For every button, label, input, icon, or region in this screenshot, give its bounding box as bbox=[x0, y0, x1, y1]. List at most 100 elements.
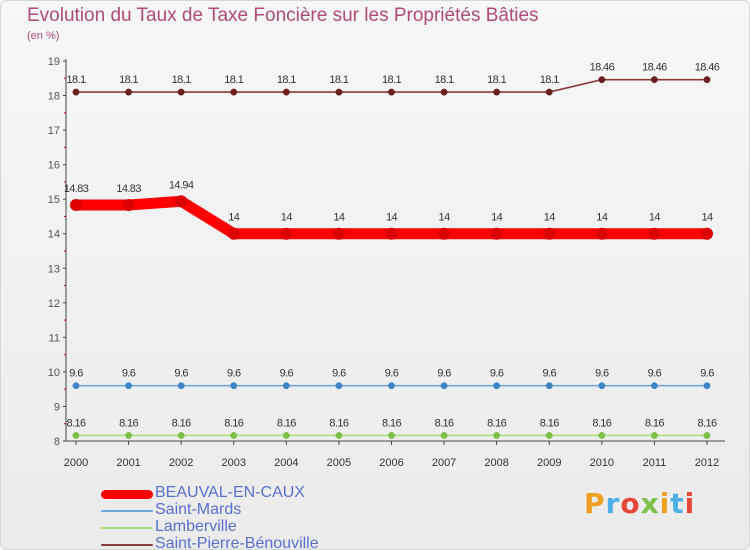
data-point bbox=[177, 382, 185, 390]
data-point bbox=[227, 227, 240, 240]
x-tick-label: 2003 bbox=[222, 457, 246, 469]
y-tick-label: 18 bbox=[48, 91, 60, 103]
data-point bbox=[545, 382, 553, 390]
data-point bbox=[440, 382, 448, 390]
data-point bbox=[703, 382, 711, 390]
data-label: 14 bbox=[544, 212, 556, 224]
y-tick-label: 12 bbox=[48, 298, 60, 310]
data-point bbox=[545, 88, 553, 96]
data-label: 14 bbox=[386, 212, 398, 224]
data-label: 18.46 bbox=[590, 62, 615, 74]
logo-letter: i bbox=[659, 487, 671, 520]
data-label: 18.1 bbox=[540, 74, 559, 86]
data-label: 14 bbox=[701, 212, 713, 224]
data-point bbox=[230, 432, 238, 439]
y-tick-label: 16 bbox=[48, 160, 60, 172]
data-point bbox=[440, 432, 448, 439]
data-point bbox=[545, 432, 553, 439]
x-tick-label: 2001 bbox=[116, 457, 140, 469]
data-label: 18.1 bbox=[487, 74, 506, 86]
legend-swatch bbox=[101, 490, 153, 499]
data-label: 14.83 bbox=[64, 183, 89, 195]
data-point bbox=[70, 199, 82, 212]
data-label: 8.16 bbox=[119, 417, 138, 429]
data-label: 8.16 bbox=[66, 417, 85, 429]
data-label: 14.83 bbox=[116, 183, 141, 195]
data-point bbox=[122, 199, 135, 212]
data-label: 18.1 bbox=[329, 74, 348, 86]
data-point bbox=[650, 432, 658, 439]
data-label: 9.6 bbox=[595, 368, 609, 380]
data-label: 8.16 bbox=[645, 417, 664, 429]
data-label: 18.1 bbox=[435, 74, 454, 86]
data-point bbox=[175, 195, 188, 208]
data-label: 9.6 bbox=[332, 368, 346, 380]
data-point bbox=[650, 382, 658, 390]
data-label: 14 bbox=[281, 212, 293, 224]
data-point bbox=[282, 382, 290, 390]
data-label: 8.16 bbox=[592, 417, 611, 429]
x-tick-label: 2005 bbox=[327, 457, 351, 469]
data-label: 9.6 bbox=[385, 368, 399, 380]
x-tick-label: 2007 bbox=[432, 457, 456, 469]
data-label: 14 bbox=[596, 212, 608, 224]
legend-label: Lamberville bbox=[155, 518, 237, 535]
data-point bbox=[490, 227, 503, 240]
data-point bbox=[598, 432, 606, 439]
data-label: 9.6 bbox=[543, 368, 557, 380]
data-point bbox=[280, 227, 293, 240]
data-point bbox=[595, 227, 608, 240]
legend-swatch bbox=[101, 527, 153, 529]
data-label: 8.16 bbox=[329, 417, 348, 429]
data-label: 8.16 bbox=[224, 417, 243, 429]
data-label: 18.1 bbox=[277, 74, 296, 86]
data-label: 14 bbox=[491, 212, 503, 224]
data-label: 18.46 bbox=[642, 62, 667, 74]
data-point bbox=[72, 382, 80, 390]
data-point bbox=[493, 382, 501, 390]
data-label: 9.6 bbox=[174, 368, 188, 380]
data-point bbox=[388, 432, 395, 439]
data-label: 9.6 bbox=[490, 368, 504, 380]
data-point bbox=[703, 76, 711, 84]
data-point bbox=[282, 432, 290, 439]
data-point bbox=[543, 227, 556, 240]
data-label: 14 bbox=[649, 212, 661, 224]
data-label: 9.6 bbox=[69, 368, 83, 380]
data-point bbox=[493, 432, 501, 439]
data-label: 9.6 bbox=[437, 368, 451, 380]
data-point bbox=[72, 432, 80, 439]
legend-label: BEAUVAL-EN-CAUX bbox=[155, 484, 305, 501]
data-point bbox=[125, 88, 133, 96]
data-point bbox=[648, 227, 661, 240]
data-label: 8.16 bbox=[435, 417, 454, 429]
data-point bbox=[72, 88, 80, 96]
data-point bbox=[598, 382, 606, 390]
data-point bbox=[440, 88, 448, 96]
data-label: 8.16 bbox=[382, 417, 401, 429]
data-point bbox=[177, 88, 185, 96]
x-tick-label: 2008 bbox=[484, 457, 508, 469]
y-tick-label: 14 bbox=[48, 229, 60, 241]
y-tick-label: 11 bbox=[49, 332, 60, 344]
data-label: 14 bbox=[228, 212, 240, 224]
data-label: 14.94 bbox=[169, 179, 194, 191]
data-point bbox=[388, 382, 395, 390]
x-tick-label: 2004 bbox=[274, 457, 298, 469]
data-point bbox=[230, 88, 238, 96]
data-label: 9.6 bbox=[122, 368, 136, 380]
y-tick-label: 15 bbox=[48, 194, 60, 206]
data-point bbox=[125, 432, 133, 439]
chart-title: Evolution du Taux de Taxe Foncière sur l… bbox=[27, 5, 539, 26]
logo-letter: P bbox=[584, 487, 606, 520]
data-point bbox=[598, 76, 606, 84]
y-tick-label: 10 bbox=[48, 367, 60, 379]
y-tick-label: 19 bbox=[48, 56, 60, 68]
data-label: 8.16 bbox=[540, 417, 559, 429]
data-label: 8.16 bbox=[697, 417, 716, 429]
legend-label: Saint-Mards bbox=[155, 501, 242, 518]
data-point bbox=[438, 227, 451, 240]
y-tick-label: 17 bbox=[48, 125, 60, 137]
data-point bbox=[230, 382, 238, 390]
